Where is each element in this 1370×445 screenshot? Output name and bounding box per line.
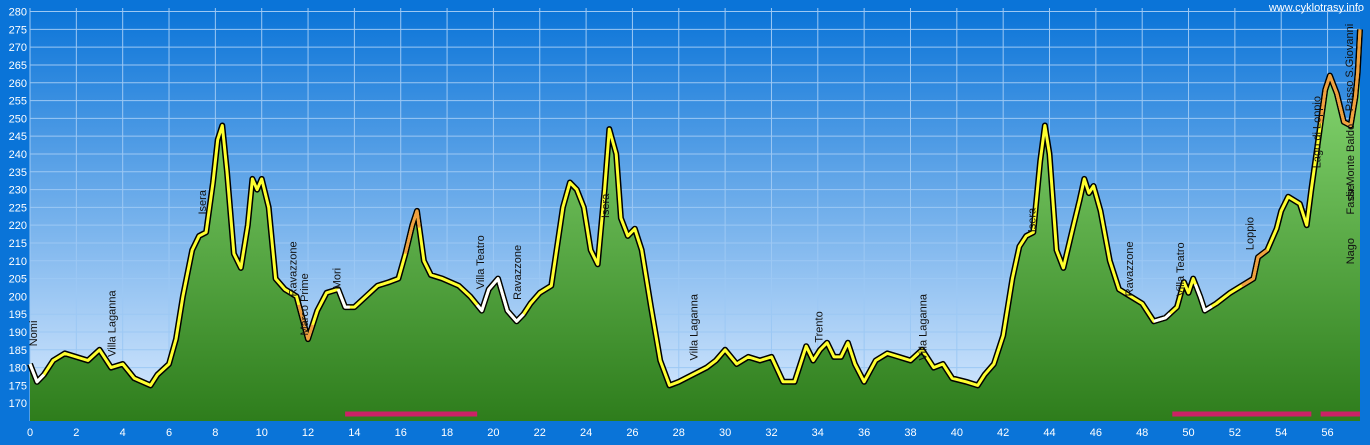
place-label: Isera bbox=[197, 189, 209, 214]
profile-area bbox=[30, 29, 1360, 422]
x-tick-label: 12 bbox=[302, 427, 314, 439]
x-tick-label: 44 bbox=[1043, 427, 1055, 439]
x-tick-label: 48 bbox=[1136, 427, 1148, 439]
place-label: Trento bbox=[813, 311, 825, 342]
x-tick-label: 22 bbox=[534, 427, 546, 439]
source-label: www.cyklotrasy.info bbox=[1268, 2, 1364, 14]
y-tick-label: 270 bbox=[9, 42, 27, 54]
place-label: Fasse bbox=[1345, 185, 1357, 215]
x-tick-label: 34 bbox=[812, 427, 824, 439]
x-tick-label: 24 bbox=[580, 427, 592, 439]
place-label: Villa Laganna bbox=[107, 290, 119, 357]
x-tick-label: 0 bbox=[27, 427, 33, 439]
x-tick-label: 38 bbox=[904, 427, 916, 439]
y-tick-label: 175 bbox=[9, 380, 27, 392]
place-label: Ravazzone bbox=[512, 245, 524, 300]
profile-orange-segment bbox=[403, 209, 421, 255]
y-tick-label: 225 bbox=[9, 202, 27, 214]
x-tick-label: 2 bbox=[73, 427, 79, 439]
y-tick-label: 280 bbox=[9, 7, 27, 19]
profile-white-segment bbox=[1153, 312, 1172, 323]
y-tick-label: 245 bbox=[9, 131, 27, 143]
place-label: Isera bbox=[600, 193, 612, 218]
axis-ticks: 0 2 4 6 8 10 12 14 16 18 20 22 24 26 28 30 32 34 36 38 40 42 4… bbox=[9, 7, 1334, 439]
y-tick-label: 205 bbox=[9, 274, 27, 286]
x-tick-label: 14 bbox=[348, 427, 360, 439]
y-tick-label: 185 bbox=[9, 345, 27, 357]
y-tick-label: 195 bbox=[9, 309, 27, 321]
place-label: Isera bbox=[1027, 207, 1039, 232]
x-tick-label: 10 bbox=[256, 427, 268, 439]
y-tick-label: 255 bbox=[9, 96, 27, 108]
x-tick-label: 50 bbox=[1182, 427, 1194, 439]
place-label: Ravazzone bbox=[1124, 241, 1136, 296]
y-tick-label: 230 bbox=[9, 185, 27, 197]
profile-white-segment bbox=[28, 363, 45, 384]
x-tick-label: 56 bbox=[1321, 427, 1333, 439]
place-label: Lago di Loppio bbox=[1312, 96, 1324, 168]
profile-white-segment bbox=[336, 288, 350, 309]
x-tick-label: 18 bbox=[441, 427, 453, 439]
place-label: Passo S.Giovanni bbox=[1344, 24, 1356, 111]
y-tick-label: 240 bbox=[9, 149, 27, 161]
x-tick-label: 30 bbox=[719, 427, 731, 439]
place-label: Mori bbox=[331, 268, 343, 289]
profile-orange-segment bbox=[1319, 29, 1362, 127]
x-tick-label: 36 bbox=[858, 427, 870, 439]
x-tick-label: 46 bbox=[1090, 427, 1102, 439]
y-tick-label: 250 bbox=[9, 113, 27, 125]
place-label: Villa Teatro bbox=[475, 235, 487, 289]
place-label: Ravazzone bbox=[287, 241, 299, 296]
x-tick-label: 42 bbox=[997, 427, 1009, 439]
place-label: Marco Prime bbox=[299, 273, 311, 335]
place-label: Villa Laganna bbox=[918, 293, 930, 360]
place-label: Nomi bbox=[28, 321, 40, 347]
y-tick-label: 275 bbox=[9, 24, 27, 36]
y-tick-label: 200 bbox=[9, 291, 27, 303]
y-tick-label: 265 bbox=[9, 60, 27, 72]
place-label: Villa Laganna bbox=[688, 293, 700, 360]
x-tick-label: 20 bbox=[487, 427, 499, 439]
profile-paved-line bbox=[28, 29, 1362, 387]
profile-orange-segment bbox=[297, 304, 315, 341]
place-label: Loppio bbox=[1244, 217, 1256, 250]
place-label: Villa Teatro bbox=[1175, 242, 1187, 296]
x-tick-label: 16 bbox=[395, 427, 407, 439]
x-tick-label: 4 bbox=[120, 427, 126, 439]
y-tick-label: 170 bbox=[9, 398, 27, 410]
y-tick-label: 210 bbox=[9, 256, 27, 268]
x-tick-label: 52 bbox=[1229, 427, 1241, 439]
profile-orange-segment bbox=[1241, 248, 1269, 287]
y-tick-label: 215 bbox=[9, 238, 27, 250]
y-tick-label: 190 bbox=[9, 327, 27, 339]
x-tick-label: 28 bbox=[673, 427, 685, 439]
x-tick-label: 54 bbox=[1275, 427, 1287, 439]
profile-line bbox=[27, 29, 1363, 389]
x-tick-label: 6 bbox=[166, 427, 172, 439]
profile-white-segment bbox=[1194, 283, 1213, 313]
y-tick-label: 235 bbox=[9, 167, 27, 179]
y-tick-label: 180 bbox=[9, 363, 27, 375]
y-tick-label: 220 bbox=[9, 220, 27, 232]
x-tick-label: 32 bbox=[765, 427, 777, 439]
x-tick-label: 26 bbox=[626, 427, 638, 439]
profile-white-segment bbox=[476, 277, 525, 323]
place-label: Nago bbox=[1345, 238, 1357, 264]
profile-area-fill bbox=[30, 29, 1360, 422]
place-label: dir.Monte Baldo bbox=[1345, 124, 1357, 200]
x-tick-label: 40 bbox=[951, 427, 963, 439]
x-tick-label: 8 bbox=[212, 427, 218, 439]
y-tick-label: 260 bbox=[9, 78, 27, 90]
